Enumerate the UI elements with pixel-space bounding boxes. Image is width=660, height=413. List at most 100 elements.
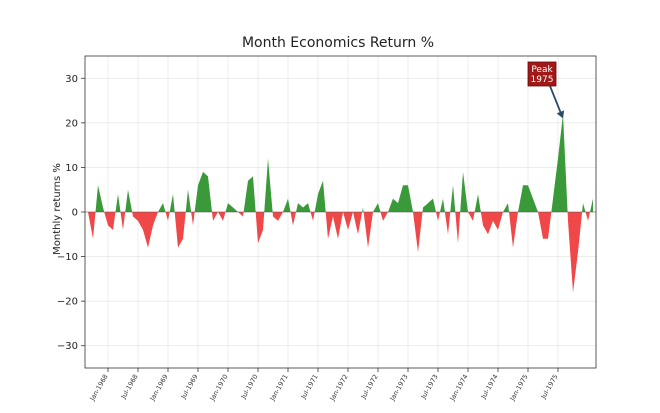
positive-return-area bbox=[228, 203, 233, 212]
positive-return-area bbox=[362, 207, 363, 212]
negative-return-area bbox=[132, 212, 133, 217]
x-tick-label: Jan-1971 bbox=[268, 373, 290, 403]
positive-return-area bbox=[523, 185, 528, 212]
positive-return-area bbox=[169, 194, 173, 212]
negative-return-area bbox=[238, 212, 243, 217]
negative-return-area bbox=[168, 212, 170, 221]
positive-return-area bbox=[188, 189, 192, 212]
positive-return-area bbox=[158, 203, 163, 212]
negative-return-area bbox=[108, 212, 113, 230]
negative-return-area bbox=[348, 212, 353, 230]
negative-return-area bbox=[218, 212, 223, 221]
x-tick-label: Jul-1975 bbox=[539, 373, 560, 401]
negative-return-area bbox=[165, 212, 168, 221]
positive-return-area bbox=[428, 198, 433, 212]
x-axis-ticks: Jan-1968 Jul-1968 Jan-1969 Jul-1969 Jan-1970… bbox=[88, 368, 560, 403]
negative-return-area bbox=[458, 212, 461, 244]
positive-return-area bbox=[443, 198, 445, 212]
positive-return-area bbox=[198, 171, 203, 212]
chart-title: Month Economics Return % bbox=[242, 35, 434, 51]
positive-return-area bbox=[558, 113, 563, 212]
positive-return-area bbox=[194, 185, 198, 212]
positive-return-area bbox=[533, 198, 538, 212]
x-tick-label: Jul-1973 bbox=[419, 373, 440, 401]
negative-return-area bbox=[174, 212, 178, 248]
positive-return-area bbox=[125, 189, 128, 212]
negative-return-area bbox=[493, 212, 498, 230]
positive-return-area bbox=[115, 194, 118, 212]
positive-return-area bbox=[185, 189, 188, 212]
positive-return-area bbox=[590, 198, 593, 212]
positive-return-area bbox=[450, 185, 453, 212]
negative-return-area bbox=[273, 212, 278, 221]
negative-return-area bbox=[183, 212, 186, 239]
negative-return-area bbox=[325, 212, 328, 239]
negative-return-area bbox=[193, 212, 195, 226]
positive-return-area bbox=[503, 203, 508, 212]
negative-return-area bbox=[468, 212, 473, 221]
positive-return-area bbox=[173, 194, 175, 212]
x-tick-label: Jul-1971 bbox=[299, 373, 320, 401]
negative-return-area bbox=[178, 212, 183, 248]
positive-return-area bbox=[248, 176, 253, 212]
positive-return-area bbox=[393, 198, 398, 212]
area-layer bbox=[88, 113, 593, 293]
positive-return-area bbox=[98, 185, 103, 212]
negative-return-area bbox=[543, 212, 548, 239]
negative-return-area bbox=[573, 212, 578, 293]
x-tick-label: Jan-1972 bbox=[328, 373, 350, 403]
negative-return-area bbox=[293, 212, 296, 226]
negative-return-area bbox=[436, 212, 438, 221]
positive-return-area bbox=[363, 207, 364, 212]
negative-return-area bbox=[513, 212, 518, 248]
positive-return-area bbox=[463, 171, 468, 212]
positive-return-area bbox=[388, 198, 393, 212]
negative-return-area bbox=[243, 212, 244, 217]
negative-return-area bbox=[255, 212, 258, 244]
x-tick-label: Jan-1974 bbox=[448, 373, 470, 403]
x-tick-label: Jul-1968 bbox=[119, 373, 140, 401]
positive-return-area bbox=[551, 198, 553, 212]
positive-return-area bbox=[288, 198, 291, 212]
positive-return-area bbox=[423, 203, 428, 212]
negative-return-area bbox=[358, 212, 363, 235]
positive-return-area bbox=[398, 185, 403, 212]
positive-return-area bbox=[433, 198, 436, 212]
negative-return-area bbox=[380, 212, 383, 221]
negative-return-area bbox=[328, 212, 333, 239]
x-tick-label: Jul-1972 bbox=[359, 373, 380, 401]
negative-return-area bbox=[488, 212, 493, 235]
negative-return-area bbox=[473, 212, 475, 221]
positive-return-area bbox=[303, 203, 308, 212]
positive-return-area bbox=[203, 171, 208, 212]
y-tick-label: −20 bbox=[57, 297, 78, 308]
y-tick-label: 30 bbox=[65, 74, 78, 85]
positive-return-area bbox=[323, 180, 326, 212]
annotation-text-line1: Peak bbox=[531, 65, 553, 75]
negative-return-area bbox=[143, 212, 148, 248]
negative-return-area bbox=[120, 212, 123, 230]
positive-return-area bbox=[460, 171, 463, 212]
y-tick-label: −30 bbox=[57, 341, 78, 352]
negative-return-area bbox=[104, 212, 108, 226]
negative-return-area bbox=[383, 212, 388, 221]
negative-return-area bbox=[148, 212, 153, 248]
x-tick-label: Jan-1973 bbox=[388, 373, 410, 403]
positive-return-area bbox=[553, 158, 558, 212]
negative-return-area bbox=[310, 212, 313, 221]
positive-return-area bbox=[208, 176, 212, 212]
negative-return-area bbox=[88, 212, 93, 239]
negative-return-area bbox=[153, 212, 158, 226]
negative-return-area bbox=[123, 212, 126, 230]
negative-return-area bbox=[353, 212, 358, 235]
positive-return-area bbox=[373, 203, 378, 212]
negative-return-area bbox=[263, 212, 265, 230]
negative-return-area bbox=[363, 212, 368, 248]
x-tick-label: Jan-1975 bbox=[508, 373, 530, 403]
x-tick-label: Jan-1968 bbox=[88, 373, 110, 403]
y-tick-label: 10 bbox=[65, 163, 78, 174]
negative-return-area bbox=[368, 212, 373, 248]
negative-return-area bbox=[509, 212, 513, 248]
